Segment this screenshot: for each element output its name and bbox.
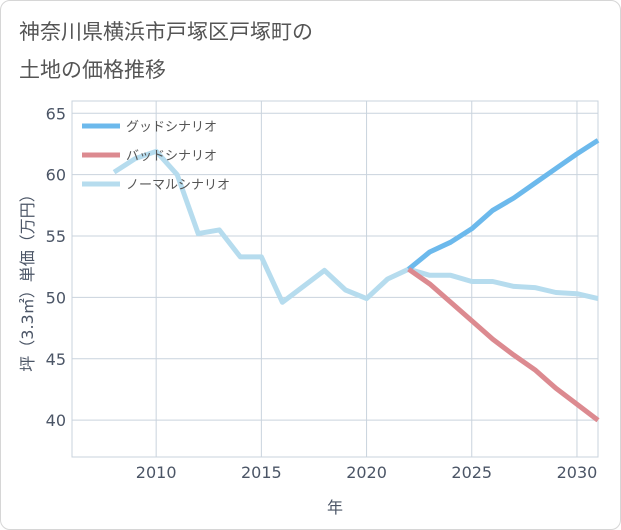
series-lines: [112, 138, 600, 423]
x-tick-label: 2010: [136, 463, 177, 482]
x-tick-label: 2025: [451, 463, 492, 482]
chart-title: 神奈川県横浜市戸塚区戸塚町の 土地の価格推移: [19, 20, 313, 82]
y-tick-label: 60: [46, 166, 66, 185]
series-line-bad: [407, 267, 600, 423]
x-tick-label: 2020: [346, 463, 387, 482]
y-tick-label: 65: [46, 104, 66, 123]
grid-lines: [71, 100, 599, 458]
x-tick-label: 2015: [241, 463, 282, 482]
legend-good-label: グッドシナリオ: [126, 120, 217, 135]
y-tick-label: 50: [46, 288, 66, 307]
y-tick-label: 45: [46, 350, 66, 369]
legend-normal-label: ノーマルシナリオ: [126, 178, 230, 193]
plot-frame: [71, 100, 599, 458]
tick-labels: 2010 2015 2020 2025 2030 40 45 50 55 60 65: [46, 104, 598, 482]
series-line-normal: [112, 148, 599, 305]
y-axis-label: 坪（3.3㎡）単価（万円）: [18, 186, 37, 371]
y-tick-label: 55: [46, 227, 66, 246]
x-axis-label: 年: [327, 498, 343, 517]
x-tick-label: 2030: [557, 463, 598, 482]
y-tick-label: 40: [46, 411, 66, 430]
legend-bad-label: バッドシナリオ: [126, 149, 217, 164]
series-line-good: [407, 138, 600, 272]
